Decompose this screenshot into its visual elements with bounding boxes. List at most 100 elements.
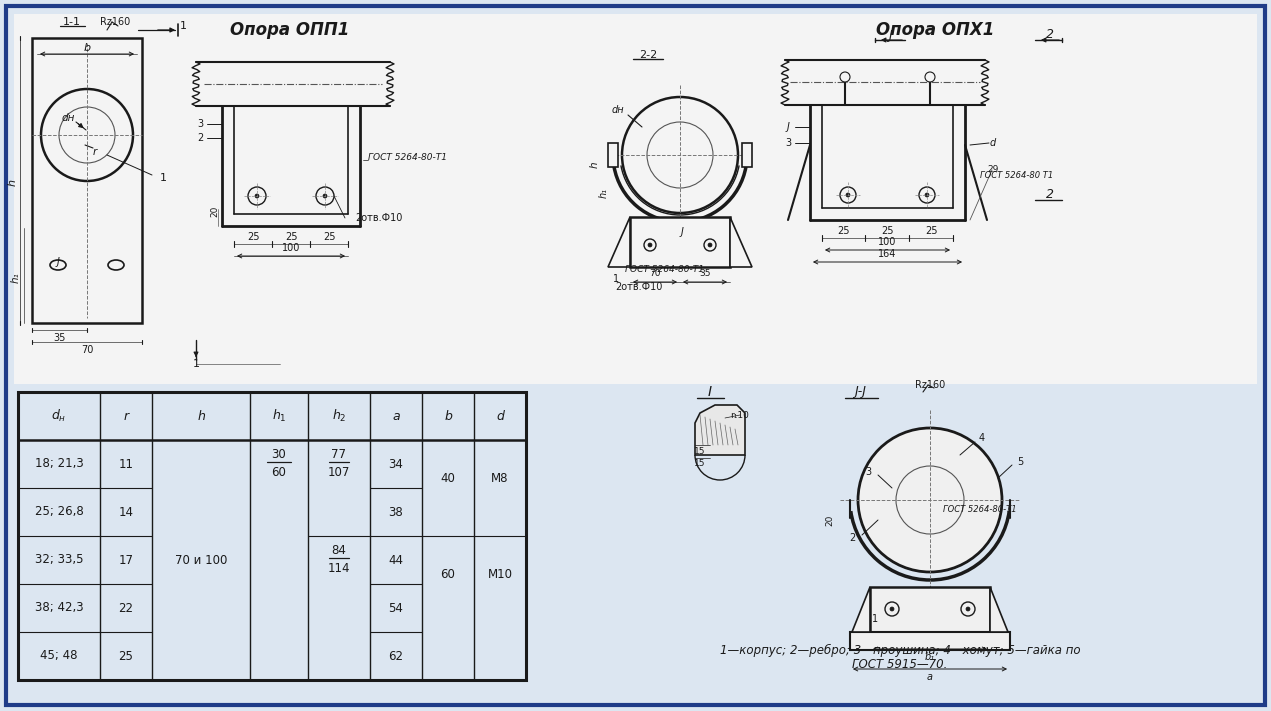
Text: J: J	[888, 28, 892, 41]
Circle shape	[316, 187, 334, 205]
Text: 100: 100	[878, 237, 896, 247]
Text: d: d	[990, 138, 996, 148]
Text: d: d	[496, 410, 503, 422]
Text: 35: 35	[699, 269, 710, 279]
Text: 107: 107	[328, 466, 351, 479]
Text: 30: 30	[272, 448, 286, 461]
Text: 70 и 100: 70 и 100	[175, 553, 228, 567]
Text: М10: М10	[488, 568, 512, 581]
Bar	[14, 14, 1257, 384]
Text: 2отв.Ф10: 2отв.Ф10	[615, 282, 662, 292]
Text: b₁: b₁	[925, 652, 935, 662]
Text: dн: dн	[611, 105, 624, 115]
Text: h₁: h₁	[599, 188, 609, 198]
Text: М8: М8	[492, 472, 508, 485]
Text: 4: 4	[979, 433, 985, 443]
Circle shape	[890, 607, 894, 611]
Text: 25; 26,8: 25; 26,8	[34, 506, 84, 518]
Text: 40: 40	[441, 472, 455, 485]
Text: I: I	[708, 385, 712, 399]
Circle shape	[708, 243, 712, 247]
Text: 70: 70	[649, 269, 661, 279]
Text: 2-2: 2-2	[639, 50, 657, 60]
Bar	[18, 392, 526, 680]
Text: 45; 48: 45; 48	[41, 650, 78, 663]
Text: 20: 20	[211, 205, 220, 217]
Text: 15: 15	[694, 447, 705, 456]
Text: 70: 70	[81, 345, 93, 355]
Text: 3: 3	[197, 119, 203, 129]
Text: 2: 2	[849, 533, 855, 543]
Text: a: a	[393, 410, 400, 422]
Text: 25: 25	[118, 650, 133, 663]
Text: 2: 2	[197, 133, 203, 143]
Bar	[742, 143, 752, 167]
Bar	[850, 632, 1010, 650]
Text: 25: 25	[247, 232, 259, 242]
Text: 25: 25	[881, 226, 894, 236]
Text: ГОСТ 5264-80-Т1: ГОСТ 5264-80-Т1	[369, 154, 447, 163]
Text: 54: 54	[389, 602, 403, 614]
FancyBboxPatch shape	[6, 6, 1265, 705]
Text: 25: 25	[285, 232, 297, 242]
Text: a: a	[927, 672, 933, 682]
Text: 1: 1	[179, 21, 187, 31]
Text: 29: 29	[988, 166, 999, 174]
Text: 34: 34	[389, 457, 403, 471]
Text: r: r	[123, 410, 128, 422]
Bar	[608, 143, 618, 167]
Text: 35: 35	[53, 333, 65, 343]
Bar	[630, 217, 730, 267]
Text: ГОСТ 5915—70.: ГОСТ 5915—70.	[853, 658, 948, 670]
Text: 22: 22	[118, 602, 133, 614]
Text: 3: 3	[785, 138, 791, 148]
Polygon shape	[730, 217, 752, 267]
Text: 44: 44	[389, 553, 403, 567]
Bar	[871, 587, 990, 632]
Circle shape	[648, 243, 652, 247]
Text: 38; 42,3: 38; 42,3	[34, 602, 84, 614]
Text: 1: 1	[613, 274, 619, 284]
Text: ГОСТ 5264-80-Т1: ГОСТ 5264-80-Т1	[943, 506, 1017, 515]
Bar	[32, 38, 142, 323]
Text: 1-1: 1-1	[64, 17, 81, 27]
Circle shape	[966, 607, 970, 611]
Circle shape	[885, 602, 899, 616]
Text: dн: dн	[61, 113, 75, 123]
Circle shape	[925, 193, 929, 197]
Text: ГОСТ 5264-80 Т1: ГОСТ 5264-80 Т1	[980, 171, 1054, 179]
Circle shape	[840, 72, 850, 82]
Text: 14: 14	[118, 506, 133, 518]
Text: 77: 77	[332, 448, 347, 461]
Text: 25: 25	[925, 226, 937, 236]
Text: 3: 3	[866, 467, 871, 477]
Text: 15: 15	[694, 459, 705, 469]
Text: 60: 60	[272, 466, 286, 479]
Text: 1: 1	[159, 173, 167, 183]
Text: 25: 25	[323, 232, 336, 242]
Text: $h_1$: $h_1$	[272, 408, 286, 424]
Circle shape	[248, 187, 266, 205]
Ellipse shape	[108, 260, 125, 270]
Text: h: h	[8, 179, 18, 186]
Text: 2: 2	[1046, 28, 1054, 41]
Text: Опора ОПХ1: Опора ОПХ1	[876, 21, 994, 39]
Circle shape	[846, 193, 850, 197]
Circle shape	[323, 194, 327, 198]
Text: 60: 60	[441, 568, 455, 581]
Text: 1—корпус; 2—ребро; 3—проушина; 4—хомут; 5—гайка по: 1—корпус; 2—ребро; 3—проушина; 4—хомут; …	[719, 643, 1080, 656]
Text: h₁: h₁	[11, 272, 22, 284]
Text: Rz160: Rz160	[100, 17, 130, 27]
Text: J: J	[680, 227, 684, 237]
Text: h: h	[590, 161, 600, 169]
Text: 5: 5	[1017, 457, 1023, 467]
Polygon shape	[990, 587, 1008, 632]
Text: 38: 38	[389, 506, 403, 518]
Text: 1: 1	[192, 359, 200, 369]
Circle shape	[840, 187, 855, 203]
Text: Опора ОПП1: Опора ОПП1	[230, 21, 350, 39]
Circle shape	[255, 194, 259, 198]
Polygon shape	[695, 405, 745, 455]
Text: r: r	[93, 147, 97, 157]
Circle shape	[644, 239, 656, 251]
